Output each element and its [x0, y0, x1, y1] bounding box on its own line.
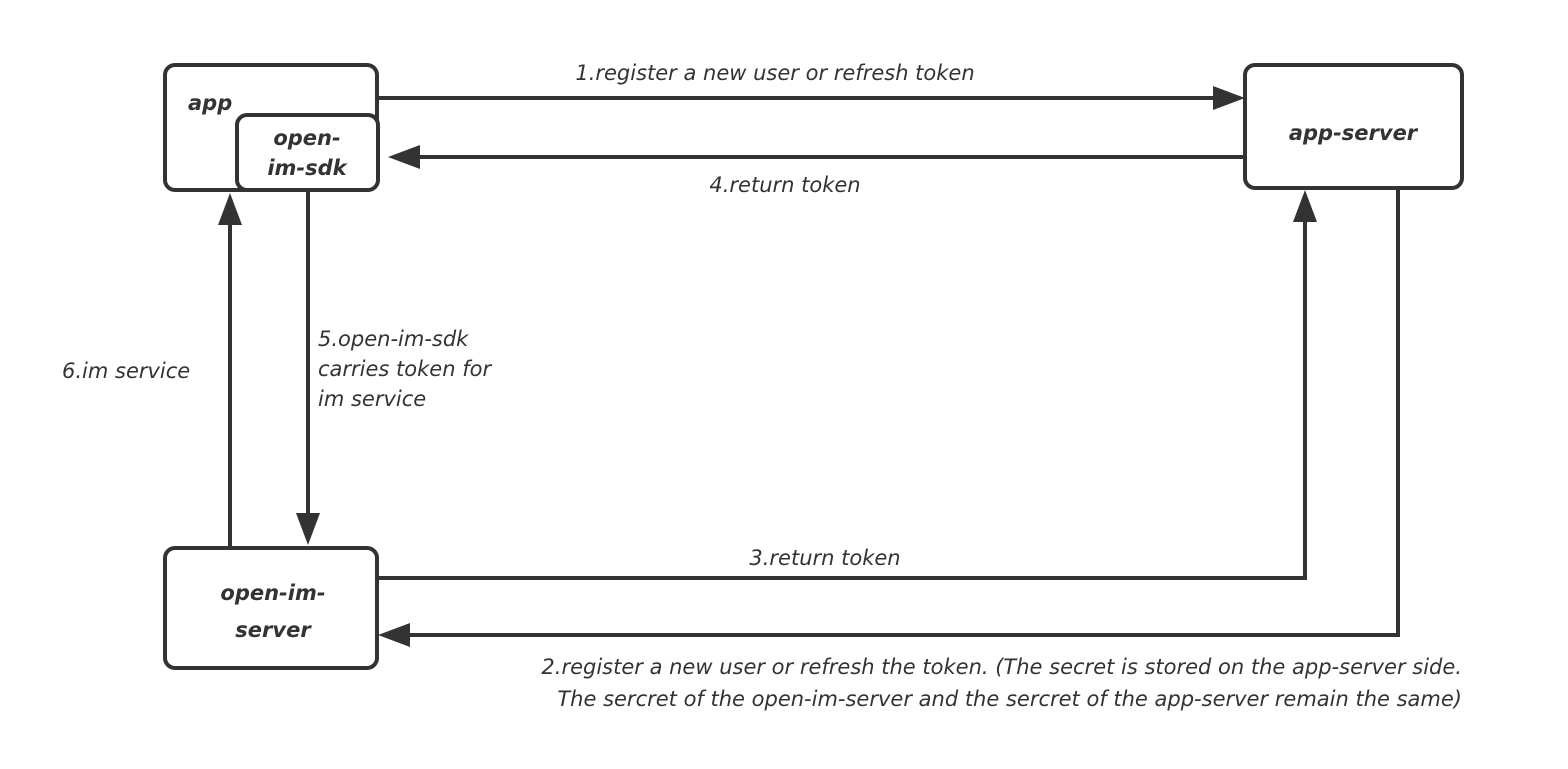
open-im-server-node: open-im- server	[163, 546, 379, 670]
edge-1-label: 1.register a new user or refresh token	[575, 61, 974, 85]
edge-5-label-2: carries token for	[318, 357, 492, 381]
edge-6-arrow	[218, 193, 242, 548]
edge-2-arrow	[378, 188, 1400, 647]
edge-2-label-1: 2.register a new user or refresh the tok…	[541, 655, 1462, 679]
sdk-label-1: open-	[273, 126, 340, 150]
app-server-label: app-server	[1289, 121, 1419, 145]
edge-2-label-2: The sercret of the open-im-server and th…	[557, 687, 1462, 711]
edge-4-arrow	[388, 145, 1245, 169]
edge-3-arrow	[379, 190, 1317, 580]
edge-5-label-1: 5.open-im-sdk	[318, 327, 469, 351]
edge-1-arrow	[379, 86, 1245, 110]
edge-6-label: 6.im service	[62, 359, 190, 383]
open-im-sdk-node: open- im-sdk	[235, 113, 380, 192]
edge-4-label: 4.return token	[709, 173, 860, 197]
im-server-label-1: open-im-	[220, 581, 325, 605]
edge-5-arrow	[296, 190, 320, 545]
im-server-label-2: server	[235, 618, 312, 642]
edge-3-label: 3.return token	[749, 546, 900, 570]
edge-5-label-3: im service	[318, 387, 426, 411]
app-server-node: app-server	[1243, 63, 1464, 190]
app-label: app	[188, 91, 232, 115]
sdk-label-2: im-sdk	[267, 156, 348, 180]
